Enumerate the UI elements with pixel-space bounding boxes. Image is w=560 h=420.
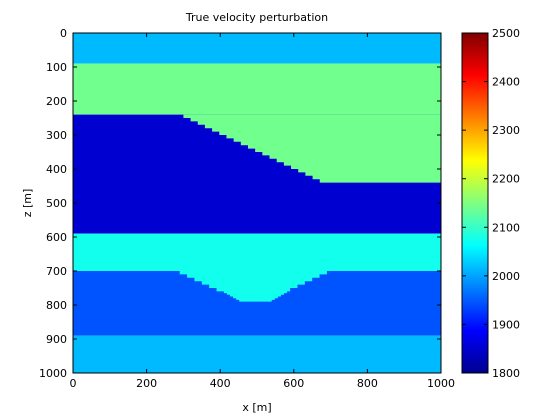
colorbar-ticks: 1800 1900 2000 2100 2200 2300 2400 2500	[462, 27, 520, 380]
layer-7	[73, 335, 441, 373]
layer-1	[73, 63, 441, 115]
y-tick-label: 0	[60, 27, 67, 40]
y-tick-label: 300	[46, 129, 67, 142]
y-tick-label: 800	[46, 299, 67, 312]
x-tick-label: 200	[136, 377, 157, 390]
x-axis: 0 200 400 600 800 1000	[70, 33, 455, 390]
layer-4	[73, 233, 441, 271]
chart-title: True velocity perturbation	[185, 11, 328, 24]
colorbar-tick-label: 2400	[492, 76, 520, 89]
y-tick-label: 1000	[39, 367, 67, 380]
y-tick-label: 500	[46, 197, 67, 210]
x-tick-label: 1000	[427, 377, 455, 390]
colorbar-tick-label: 1900	[492, 318, 520, 331]
layer-0	[73, 33, 441, 64]
colorbar-tick-label: 2100	[492, 221, 520, 234]
y-tick-label: 600	[46, 231, 67, 244]
velocity-image	[73, 33, 441, 373]
layer-6	[179, 271, 335, 302]
x-tick-label: 600	[283, 377, 304, 390]
colorbar-tick-label: 2300	[492, 124, 520, 137]
x-tick-label: 800	[357, 377, 378, 390]
x-tick-label: 400	[210, 377, 231, 390]
y-tick-label: 200	[46, 95, 67, 108]
colorbar-tick-label: 1800	[492, 367, 520, 380]
y-tick-label: 100	[46, 61, 67, 74]
y-tick-label: 700	[46, 265, 67, 278]
colorbar	[461, 32, 489, 374]
colorbar-tick-label: 2000	[492, 270, 520, 283]
x-tick-label: 0	[70, 377, 77, 390]
y-axis-label: z [m]	[21, 189, 34, 218]
colorbar-tick-label: 2200	[492, 173, 520, 186]
x-axis-label: x [m]	[242, 401, 271, 414]
y-tick-label: 900	[46, 333, 67, 346]
y-tick-label: 400	[46, 163, 67, 176]
y-axis: 0 100 200 300 400 500 600 700 800 900 1000	[39, 27, 441, 380]
layer-3	[183, 114, 441, 183]
colorbar-tick-label: 2500	[492, 27, 520, 40]
